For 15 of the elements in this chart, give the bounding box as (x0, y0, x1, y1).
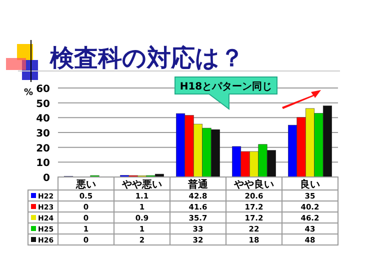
y-tick-label: 60 (36, 84, 50, 95)
x-tick-label: やや悪い (121, 178, 162, 190)
y-tick-label: 10 (36, 158, 50, 170)
chart-title: 検査科の対応は？ (49, 44, 244, 72)
x-tick-label: 普通 (187, 178, 209, 190)
y-tick-label: 20 (36, 143, 50, 154)
y-tick-label: 50 (36, 98, 50, 110)
y-tick-label: 30 (36, 128, 50, 140)
x-tick-label: やや良い (233, 178, 274, 190)
x-tick-label: 良い (300, 178, 320, 190)
y-tick-label: 0 (43, 173, 50, 184)
annotation: H18とパターン同じ (180, 82, 272, 92)
y-tick-label: 40 (36, 114, 50, 125)
x-tick-label: 悪い (75, 178, 96, 190)
y-axis-title: % (24, 88, 34, 98)
